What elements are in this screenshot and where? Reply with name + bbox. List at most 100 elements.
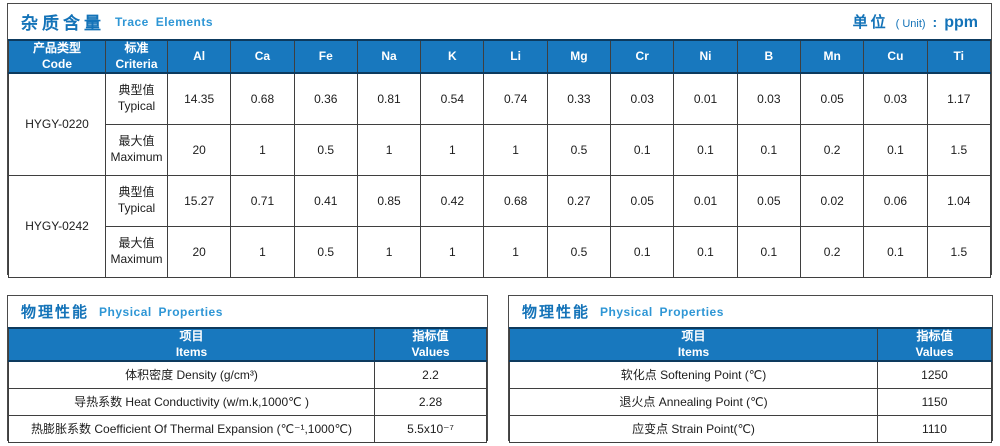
element-value-cell: 0.5	[546, 123, 612, 176]
element-value-cell: 0.5	[546, 225, 612, 278]
physical-right-title-en: Physical Properties	[600, 304, 724, 319]
physical-left-body: 体积密度 Density (g/cm³) 2.2 导热系数 Heat Conduct…	[8, 360, 487, 443]
product-code-cell: HYGY-0242	[8, 174, 106, 278]
unit-en: ( Unit)	[895, 18, 926, 30]
property-item-cell: 退火点 Annealing Point (℃)	[509, 387, 878, 416]
criteria-label-en: Typical	[117, 98, 156, 113]
property-value-cell: 1110	[877, 414, 992, 443]
property-value-cell: 2.28	[374, 387, 487, 416]
element-value-cell: 0.02	[799, 174, 865, 227]
element-column-header: Ti	[926, 38, 992, 75]
physical-left-table: 项目 Items 指标值 Values 体积密度 Density (g/cm³)…	[8, 326, 487, 443]
physical-right-body: 软化点 Softening Point (℃) 1250 退火点 Annealing…	[509, 360, 992, 443]
element-value-cell: 0.68	[483, 174, 548, 227]
element-value-cell: 1.04	[926, 174, 992, 227]
element-value-cell: 0.01	[673, 72, 738, 125]
physical-properties-left-section: 物理性能 Physical Properties 项目 Items 指标值 Va…	[7, 295, 488, 443]
element-value-cell: 0.1	[863, 225, 928, 278]
element-value-cell: 0.03	[736, 72, 801, 125]
element-column-header: Ca	[230, 38, 295, 75]
criteria-label-zh: 最大值	[118, 236, 155, 251]
physical-right-title-zh: 物理性能	[522, 304, 591, 321]
physical-left-header-row: 项目 Items 指标值 Values	[8, 326, 487, 363]
trace-header-row: 产品类型 Code 标准 Criteria Al Ca Fe Na K Li Mg Cr Ni B…	[8, 38, 992, 75]
criteria-cell: 典型值 Typical	[105, 72, 168, 125]
element-value-cell: 0.54	[420, 72, 485, 125]
element-value-cell: 0.01	[673, 174, 738, 227]
element-value-cell: 1	[483, 225, 548, 278]
items-header-en: Items	[175, 344, 208, 359]
trace-row: 最大值 Maximum 20 1 0.5 1 1 1 0.5 0.1 0.1 0.1 0.2 0.1 1.5	[9, 225, 992, 278]
element-value-cell: 14.35	[166, 72, 232, 125]
property-row: 导热系数 Heat Conductivity (w/m.k,1000℃ ) 2.2…	[8, 387, 487, 416]
unit-zh: 单位	[852, 14, 889, 31]
physical-left-title-bar: 物理性能 Physical Properties	[8, 296, 487, 327]
criteria-cell: 最大值 Maximum	[105, 123, 168, 176]
unit-value: ppm	[944, 14, 978, 31]
element-column-header: Fe	[293, 38, 358, 75]
element-value-cell: 0.03	[610, 72, 675, 125]
criteria-header-zh: 标准	[124, 41, 149, 55]
criteria-label-en: Maximum	[110, 251, 163, 266]
trace-title-zh: 杂质含量	[21, 14, 105, 33]
element-value-cell: 1.5	[926, 123, 992, 176]
unit-colon: :	[932, 14, 938, 30]
element-column-header: Ni	[673, 38, 738, 75]
element-value-cell: 1	[420, 225, 485, 278]
element-value-cell: 0.1	[736, 225, 801, 278]
items-header-zh: 项目	[179, 329, 204, 343]
element-column-header: K	[420, 38, 485, 75]
trace-row: 最大值 Maximum 20 1 0.5 1 1 1 0.5 0.1 0.1 0.1 0.2 0.1 1.5	[9, 123, 992, 176]
property-item-cell: 软化点 Softening Point (℃)	[509, 360, 878, 389]
unit-label: 单位 ( Unit) : ppm	[853, 11, 978, 32]
values-header-zh: 指标值	[916, 329, 953, 343]
element-value-cell: 0.1	[673, 225, 738, 278]
element-column-header: Li	[483, 38, 548, 75]
property-item-cell: 体积密度 Density (g/cm³)	[8, 360, 375, 389]
element-column-header: B	[736, 38, 801, 75]
criteria-column-header: 标准 Criteria	[105, 38, 168, 75]
criteria-label-zh: 典型值	[118, 83, 155, 98]
element-value-cell: 1	[420, 123, 485, 176]
element-value-cell: 1	[483, 123, 548, 176]
property-value-cell: 1150	[877, 387, 992, 416]
criteria-cell: 最大值 Maximum	[105, 225, 168, 278]
physical-right-table: 项目 Items 指标值 Values 软化点 Softening Point …	[509, 326, 992, 443]
element-value-cell: 1.5	[926, 225, 992, 278]
element-value-cell: 1	[356, 225, 422, 278]
property-row: 退火点 Annealing Point (℃) 1150	[509, 387, 992, 416]
element-value-cell: 0.2	[799, 123, 865, 176]
element-value-cell: 20	[166, 225, 232, 278]
property-row: 体积密度 Density (g/cm³) 2.2	[8, 360, 487, 389]
product-code-column-header: 产品类型 Code	[8, 38, 106, 75]
criteria-label-zh: 典型值	[118, 185, 155, 200]
trace-elements-table: 产品类型 Code 标准 Criteria Al Ca Fe Na K Li Mg Cr Ni B…	[8, 38, 992, 278]
trace-body: HYGY-0220 典型值 Typical 14.35 0.68 0.36 0.81 0.54…	[8, 72, 992, 278]
physical-left-title-en: Physical Properties	[99, 304, 223, 319]
element-value-cell: 1	[230, 123, 295, 176]
element-value-cell: 0.06	[863, 174, 928, 227]
criteria-label-en: Maximum	[110, 149, 163, 164]
product-code-cell: HYGY-0220	[8, 72, 106, 176]
property-row: 软化点 Softening Point (℃) 1250	[509, 360, 992, 389]
element-value-cell: 0.74	[483, 72, 548, 125]
element-column-header: Al	[166, 38, 232, 75]
product-code-header-en: Code	[42, 56, 72, 71]
property-item-cell: 导热系数 Heat Conductivity (w/m.k,1000℃ )	[8, 387, 375, 416]
element-column-header: Mg	[546, 38, 612, 75]
property-value-cell: 1250	[877, 360, 992, 389]
property-row: 热膨胀系数 Coefficient Of Thermal Expansion (…	[8, 414, 487, 443]
element-value-cell: 0.33	[546, 72, 612, 125]
criteria-cell: 典型值 Typical	[105, 174, 168, 227]
element-value-cell: 0.1	[610, 123, 675, 176]
trace-title-en: Trace Elements	[115, 14, 214, 29]
physical-left-title-zh: 物理性能	[21, 304, 90, 321]
element-value-cell: 0.36	[293, 72, 358, 125]
element-value-cell: 0.71	[230, 174, 295, 227]
physical-right-title-bar: 物理性能 Physical Properties	[509, 296, 992, 327]
element-column-header: Cu	[863, 38, 928, 75]
element-value-cell: 0.68	[230, 72, 295, 125]
element-value-cell: 0.42	[420, 174, 485, 227]
element-value-cell: 1.17	[926, 72, 992, 125]
